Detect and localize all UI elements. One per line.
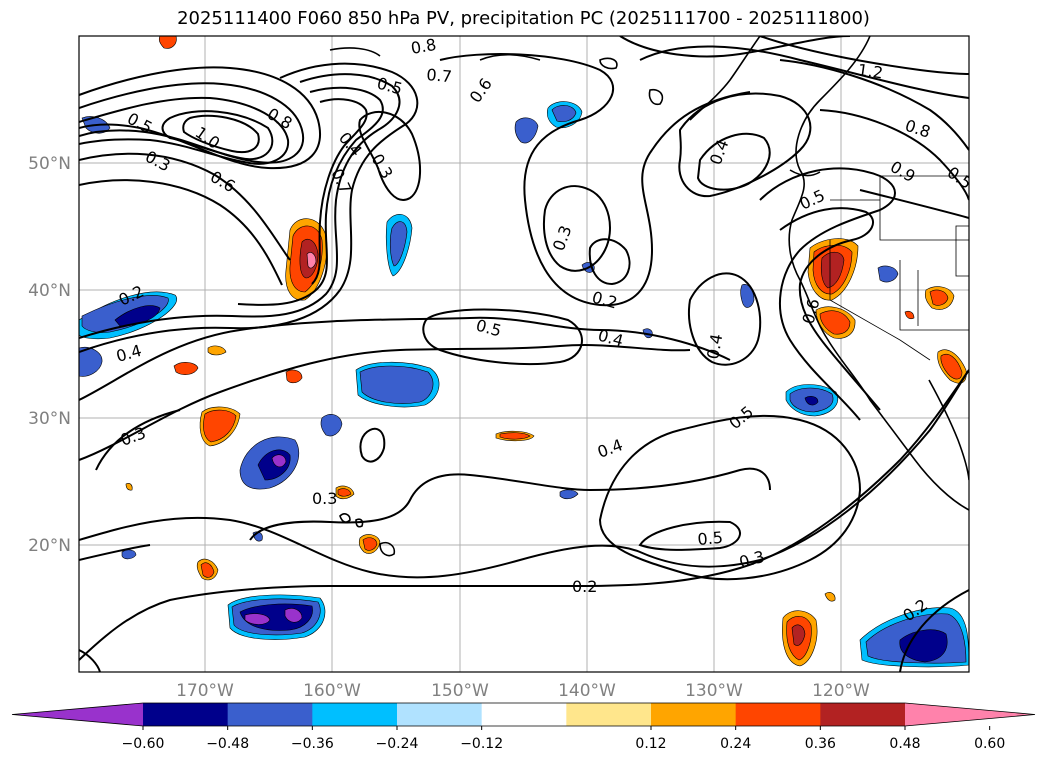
longitude-labels: 170°W 160°W 150°W 140°W 130°W 120°W [176, 681, 870, 701]
colorbar-ticks: −0.60 −0.48 −0.36 −0.24 −0.12 0.12 0.24 0.36 0.4… [122, 726, 1005, 752]
contour-label: 0.8 [409, 35, 437, 58]
lon-label: 130°W [685, 681, 743, 701]
contour-label: 0.3 [312, 489, 337, 508]
chart-title: 2025111400 F060 850 hPa PV, precipitatio… [177, 8, 870, 29]
coastlines [329, 36, 969, 557]
latitude-labels: 50°N 40°N 30°N 20°N [28, 154, 71, 556]
colorbar-tick-label: −0.48 [206, 736, 249, 752]
map-frame [78, 35, 970, 673]
colorbar-segment [820, 703, 906, 726]
contour-label: 0.4 [703, 332, 726, 360]
lat-label: 40°N [28, 281, 71, 301]
lat-label: 50°N [28, 154, 71, 174]
colorbar-segment [227, 703, 313, 726]
lon-label: 160°W [303, 681, 361, 701]
colorbar-segment [312, 703, 398, 726]
colorbar-extend-high [905, 703, 1035, 726]
lat-label: 20°N [28, 536, 71, 556]
colorbar-tick-label: −0.24 [376, 736, 419, 752]
lon-label: 120°W [812, 681, 870, 701]
colorbar [11, 702, 1036, 727]
contour-label: 0.5 [697, 528, 724, 549]
contour-label: 1.2 [856, 60, 884, 82]
colorbar-segment [735, 703, 821, 726]
colorbar-tick-label: 0.24 [720, 736, 751, 752]
pv-contours [79, 36, 969, 672]
lon-label: 140°W [558, 681, 616, 701]
colorbar-segment [481, 703, 567, 726]
colorbar-segment [566, 703, 652, 726]
colorbar-tick-label: 0.60 [974, 736, 1005, 752]
colorbar-tick-label: −0.36 [291, 736, 334, 752]
negative-precip-areas [79, 101, 969, 668]
colorbar-tick-label: 0.48 [889, 736, 920, 752]
colorbar-segment [397, 703, 483, 726]
positive-precip-areas [125, 36, 967, 667]
colorbar-tick-label: −0.60 [122, 736, 165, 752]
colorbar-extend-low [12, 703, 143, 726]
contour-label: 0.2 [572, 577, 597, 596]
lat-label: 30°N [28, 409, 71, 429]
contour-label: 0.7 [426, 65, 453, 86]
lon-label: 170°W [176, 681, 234, 701]
colorbar-segment [651, 703, 737, 726]
colorbar-tick-label: −0.12 [460, 736, 503, 752]
colorbar-segment [143, 703, 229, 726]
state-borders [829, 175, 969, 361]
lon-label: 150°W [431, 681, 489, 701]
colorbar-tick-label: 0.12 [635, 736, 666, 752]
colorbar-tick-label: 0.36 [805, 736, 836, 752]
